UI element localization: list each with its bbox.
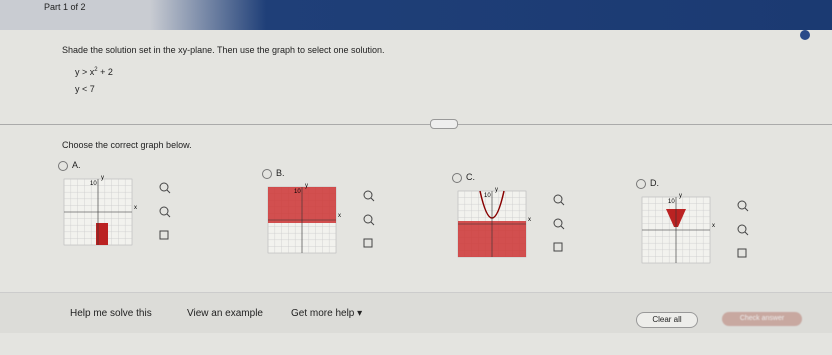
part-label: Part 1 of 2	[44, 2, 86, 12]
zoom-out-icon[interactable]	[363, 214, 375, 225]
separator	[0, 124, 832, 125]
zoom-in-icon[interactable]	[737, 200, 749, 211]
radio[interactable]	[452, 172, 462, 183]
zoom-out-icon[interactable]	[737, 224, 749, 235]
x-axis-label: x	[134, 205, 137, 211]
header-bar	[0, 0, 832, 30]
option-label[interactable]: D.	[636, 178, 766, 189]
y-axis-label: y	[101, 175, 104, 181]
radio[interactable]	[58, 160, 68, 171]
zoom-in-icon[interactable]	[553, 194, 565, 205]
tick-label: 10	[294, 189, 301, 195]
tick-label: 10	[668, 199, 675, 205]
settings-icon[interactable]	[800, 30, 810, 40]
option: A. y x 10	[58, 160, 188, 265]
shaded-region	[96, 222, 108, 245]
help-button[interactable]: Help me solve this	[70, 308, 152, 319]
option: B. y x 10	[262, 168, 392, 273]
prompt: Choose the correct graph below.	[62, 140, 192, 150]
zoom-in-icon[interactable]	[363, 190, 375, 201]
open-icon[interactable]	[553, 242, 563, 252]
y-axis-label: y	[679, 193, 682, 199]
graph-thumbnail: y x 10	[457, 187, 565, 257]
expand-button[interactable]	[430, 119, 458, 129]
ineq-lhs: y < 7	[75, 84, 95, 94]
open-icon[interactable]	[159, 230, 169, 240]
instruction: Shade the solution set in the xy-plane. …	[62, 45, 385, 55]
radio[interactable]	[636, 178, 646, 189]
option: D. y x 10	[636, 178, 766, 283]
zoom-out-icon[interactable]	[553, 218, 565, 229]
option-letter: D.	[650, 178, 659, 188]
option-letter: C.	[466, 172, 475, 182]
inequality: y > x2 + 2	[75, 67, 113, 77]
inequality: y < 7	[75, 84, 95, 94]
zoom-out-icon[interactable]	[159, 206, 171, 217]
ineq-lhs: y > x	[75, 67, 95, 77]
tick-label: 10	[90, 181, 97, 187]
graph-thumbnail: y x 10	[641, 193, 749, 263]
option-label[interactable]: C.	[452, 172, 582, 183]
y-axis-label: y	[495, 187, 498, 193]
example-button[interactable]: View an example	[187, 308, 263, 319]
option-letter: B.	[276, 168, 285, 178]
graph-thumbnail: y x 10	[63, 175, 171, 245]
open-icon[interactable]	[363, 238, 373, 248]
graph-thumbnail: y x 10	[267, 183, 375, 253]
ineq-rhs: + 2	[100, 67, 113, 77]
x-axis-label: x	[712, 223, 715, 229]
y-axis-label: y	[305, 183, 308, 189]
x-axis-label: x	[338, 213, 341, 219]
ineq-exp: 2	[94, 67, 98, 73]
x-axis-label: x	[528, 217, 531, 223]
option: C. y x 10	[452, 172, 582, 277]
option-label[interactable]: B.	[262, 168, 392, 179]
more-help-button[interactable]: Get more help ▾	[291, 308, 363, 319]
tick-label: 10	[484, 193, 491, 199]
clear-button[interactable]: Clear all	[636, 312, 698, 328]
option-letter: A.	[72, 160, 81, 170]
zoom-in-icon[interactable]	[159, 182, 171, 193]
open-icon[interactable]	[737, 248, 747, 258]
option-label[interactable]: A.	[58, 160, 188, 171]
radio[interactable]	[262, 168, 272, 179]
check-button[interactable]: Check answer	[722, 312, 802, 326]
